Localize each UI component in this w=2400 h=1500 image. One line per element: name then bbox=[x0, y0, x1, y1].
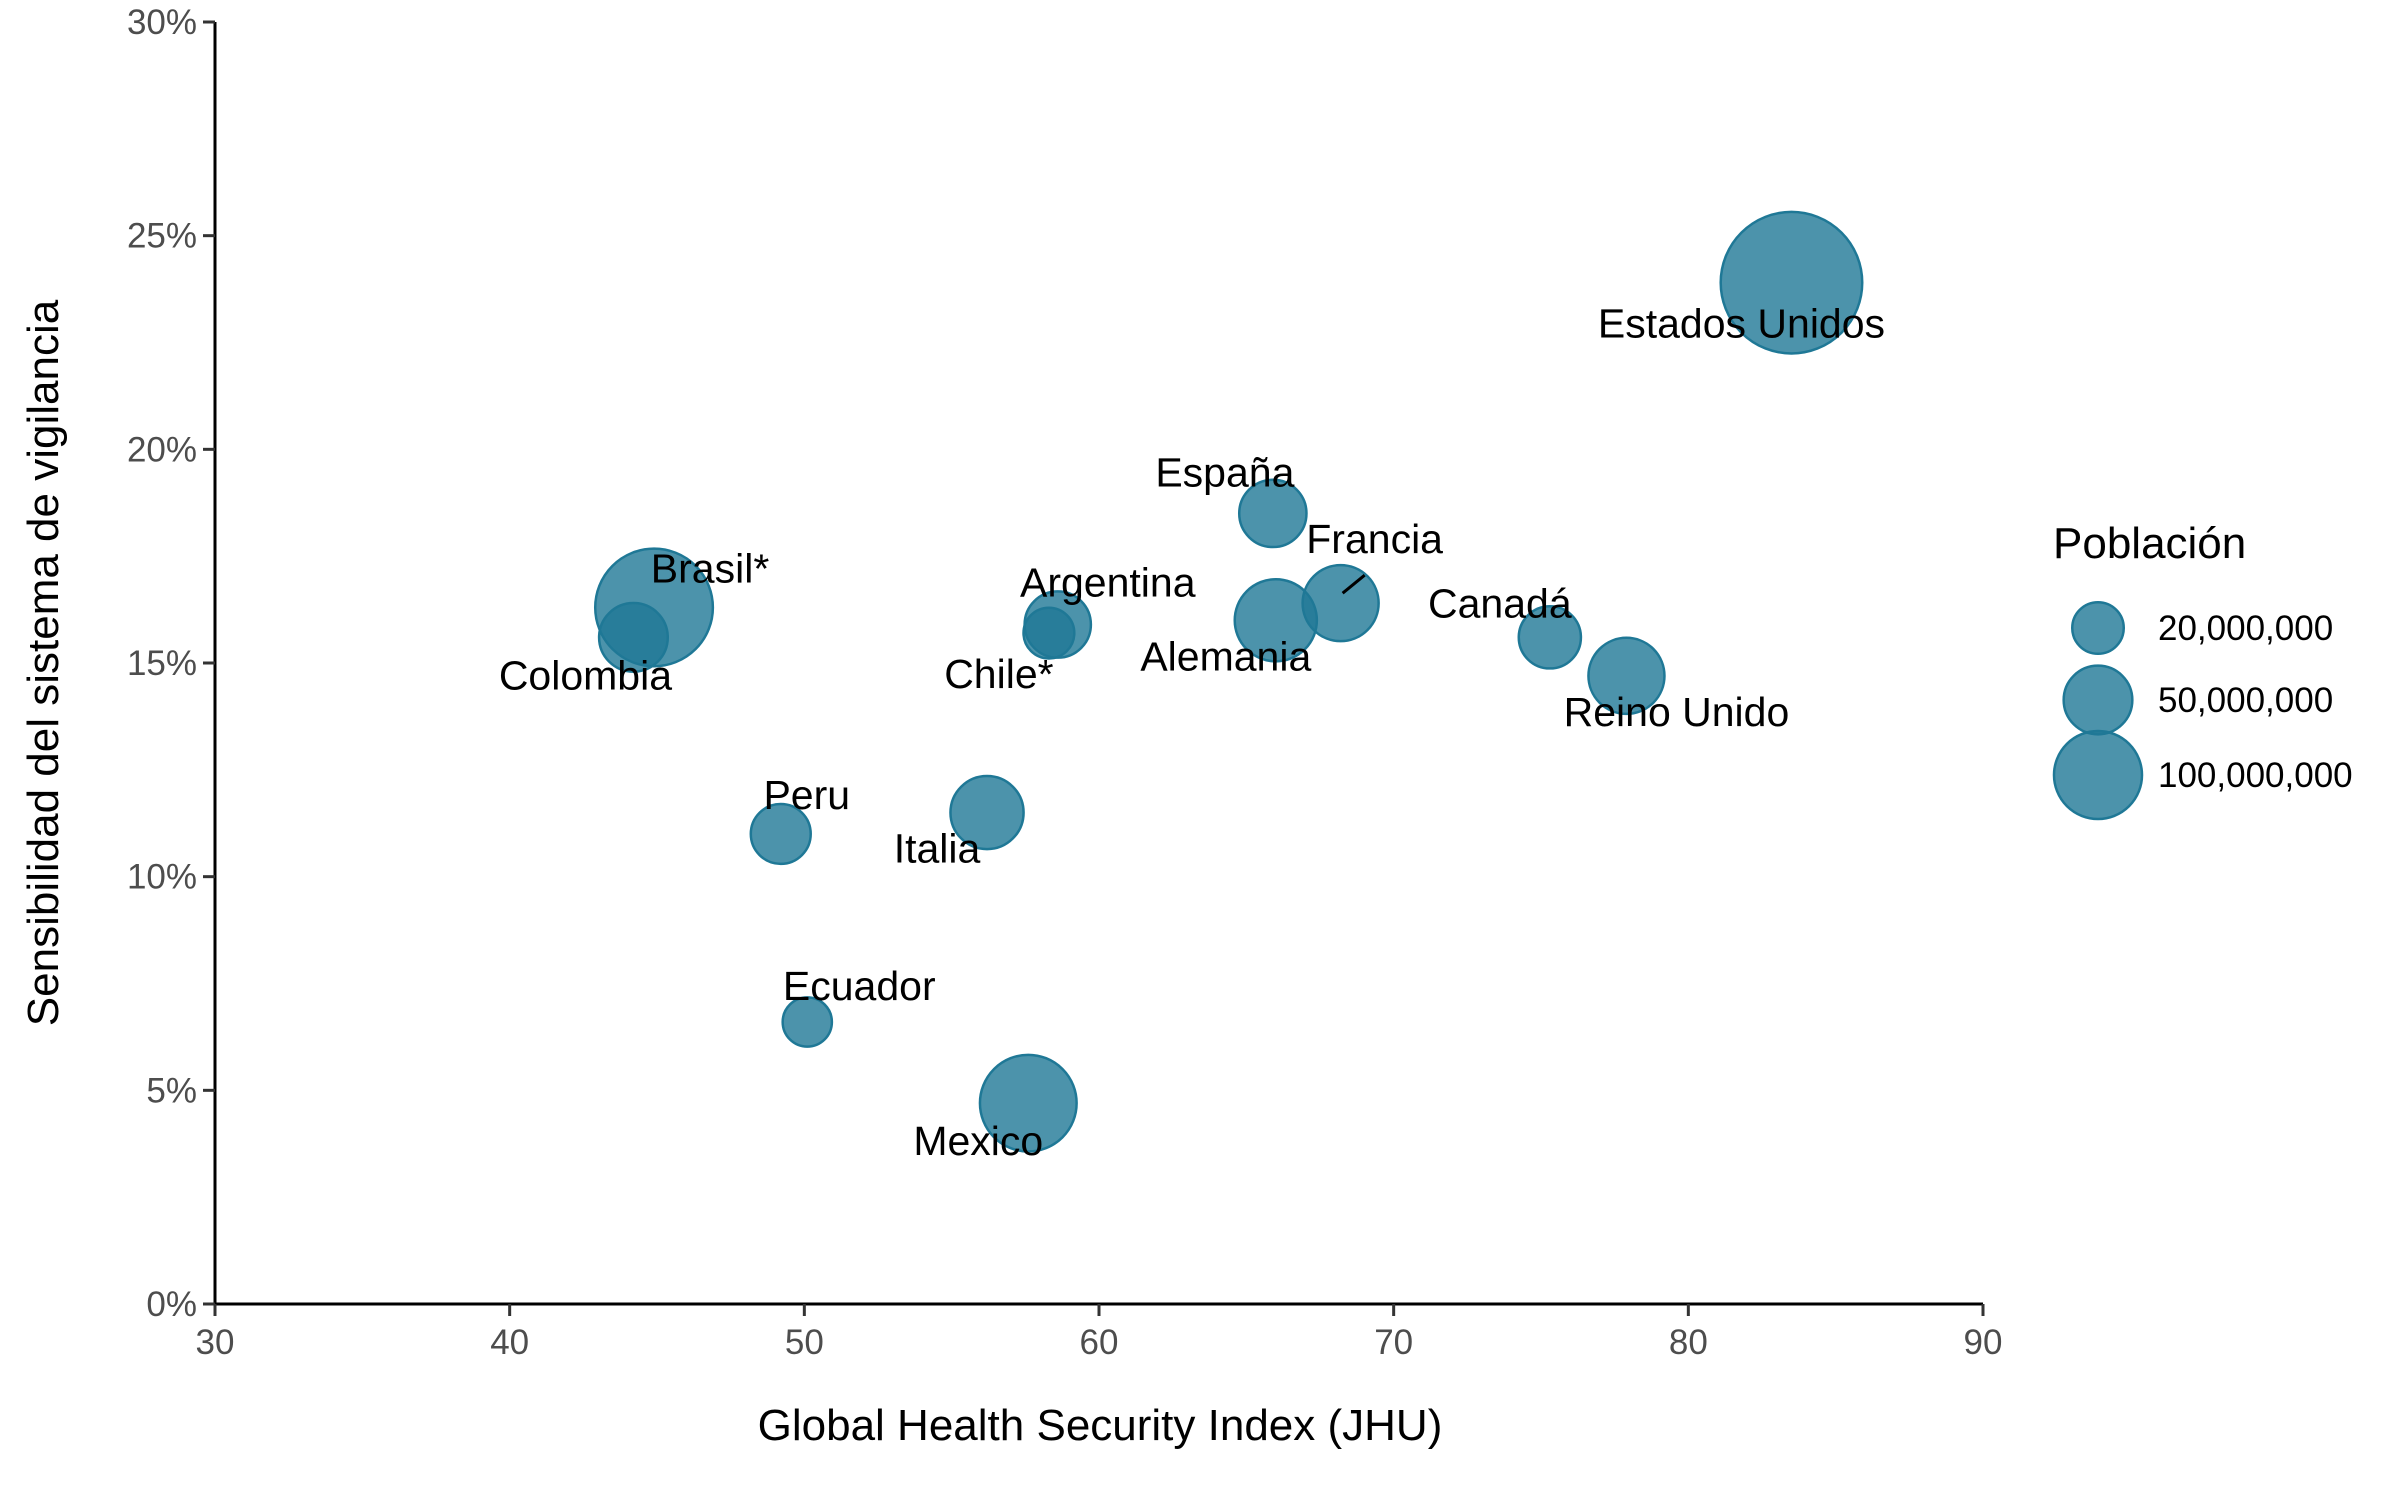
data-point bbox=[749, 802, 812, 866]
x-tick-label: 90 bbox=[1964, 1323, 2003, 1362]
labels-layer: Estados Unidos España Francia Canadá Reino U… bbox=[499, 301, 1885, 1164]
data-point bbox=[949, 774, 1025, 851]
y-tick-label: 5% bbox=[146, 1071, 197, 1110]
y-tick-label: 20% bbox=[127, 430, 197, 469]
point-label: Brasil* bbox=[651, 545, 770, 591]
y-tick-label: 10% bbox=[127, 858, 197, 897]
legend-key bbox=[2070, 600, 2126, 656]
legend: Población 20,000,000 50,000,000 100,000,00… bbox=[2052, 519, 2353, 821]
y-tick-label: 30% bbox=[127, 3, 197, 42]
point-label: Colombia bbox=[499, 652, 672, 698]
label-leader-line bbox=[1341, 574, 1366, 595]
x-tick-label: 70 bbox=[1374, 1323, 1413, 1362]
legend-key bbox=[2052, 729, 2144, 821]
points-layer bbox=[593, 210, 1864, 1153]
x-tick-label: 50 bbox=[785, 1323, 824, 1362]
point-label: Alemania bbox=[1140, 633, 1311, 679]
data-point bbox=[597, 601, 670, 673]
data-point bbox=[1719, 210, 1864, 355]
point-label: Chile* bbox=[944, 651, 1053, 697]
point-label: Argentina bbox=[1020, 560, 1196, 606]
data-point bbox=[1022, 606, 1076, 660]
point-label: Reino Unido bbox=[1564, 689, 1790, 735]
x-tick-label: 60 bbox=[1080, 1323, 1119, 1362]
data-point bbox=[1237, 478, 1308, 549]
data-point bbox=[1301, 563, 1380, 643]
y-axis-title: Sensibilidad del sistema de vigilancia bbox=[19, 299, 68, 1026]
y-tick-label: 0% bbox=[146, 1285, 197, 1324]
axis-ticks: 30 40 50 60 70 80 90 0% 5% 10% 15% 20% 25% 30% bbox=[127, 3, 2003, 1362]
x-axis-title: Global Health Security Index (JHU) bbox=[758, 1401, 1443, 1450]
data-point bbox=[1587, 636, 1666, 716]
data-point bbox=[978, 1053, 1078, 1153]
y-tick-label: 15% bbox=[127, 644, 197, 683]
x-tick-label: 80 bbox=[1669, 1323, 1708, 1362]
point-label: Peru bbox=[763, 772, 850, 818]
x-tick-label: 40 bbox=[490, 1323, 529, 1362]
point-label: Mexico bbox=[913, 1118, 1043, 1164]
legend-label: 50,000,000 bbox=[2158, 681, 2333, 720]
point-label: Estados Unidos bbox=[1598, 301, 1885, 347]
point-label: España bbox=[1155, 449, 1294, 495]
y-tick-label: 25% bbox=[127, 217, 197, 256]
data-point bbox=[1517, 605, 1583, 670]
point-label: Ecuador bbox=[783, 963, 936, 1009]
legend-entries: 20,000,000 50,000,000 100,000,000 bbox=[2052, 600, 2353, 821]
point-label: Francia bbox=[1306, 516, 1443, 562]
data-point bbox=[781, 996, 834, 1048]
point-label: Italia bbox=[894, 826, 981, 872]
legend-title: Población bbox=[2053, 519, 2246, 568]
point-label: Canadá bbox=[1428, 580, 1572, 626]
legend-label: 100,000,000 bbox=[2158, 756, 2353, 795]
legend-label: 20,000,000 bbox=[2158, 609, 2333, 648]
x-tick-label: 30 bbox=[196, 1323, 235, 1362]
legend-key bbox=[2062, 664, 2134, 736]
